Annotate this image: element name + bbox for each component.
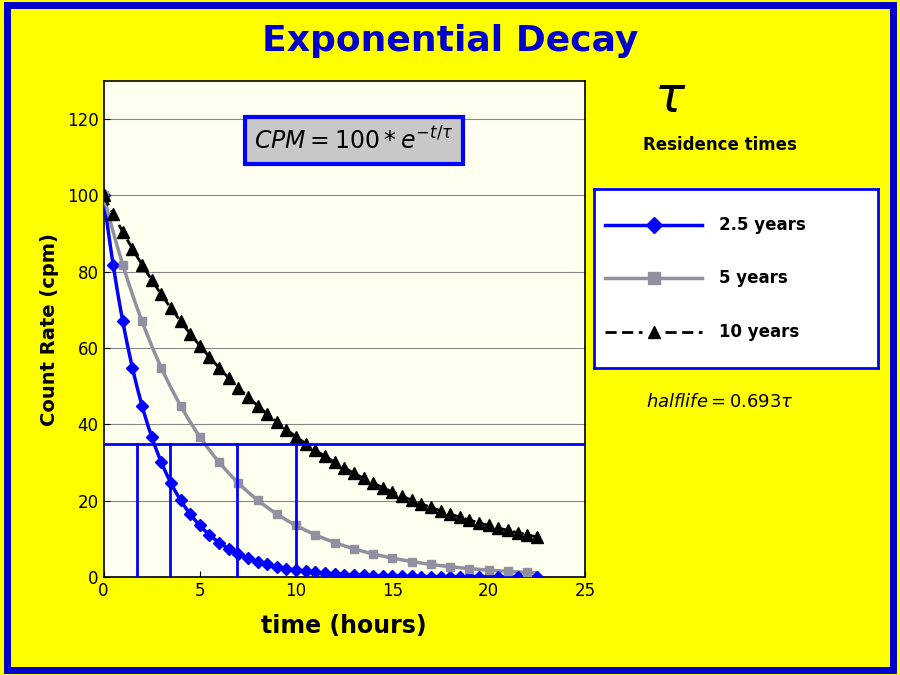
- Text: $\mathit{halflife} = 0.693\tau$: $\mathit{halflife} = 0.693\tau$: [646, 393, 794, 410]
- Text: 2.5 years: 2.5 years: [719, 216, 806, 234]
- Text: 5 years: 5 years: [719, 269, 788, 288]
- X-axis label: time (hours): time (hours): [261, 614, 428, 638]
- Text: 10 years: 10 years: [719, 323, 799, 341]
- Y-axis label: Count Rate (cpm): Count Rate (cpm): [40, 233, 58, 425]
- Text: $\mathit{CPM} = 100*e^{-t/\tau}$: $\mathit{CPM} = 100*e^{-t/\tau}$: [254, 127, 454, 154]
- Text: Residence times: Residence times: [644, 136, 796, 154]
- Text: $\tau$: $\tau$: [654, 74, 687, 122]
- Text: Exponential Decay: Exponential Decay: [262, 24, 638, 57]
